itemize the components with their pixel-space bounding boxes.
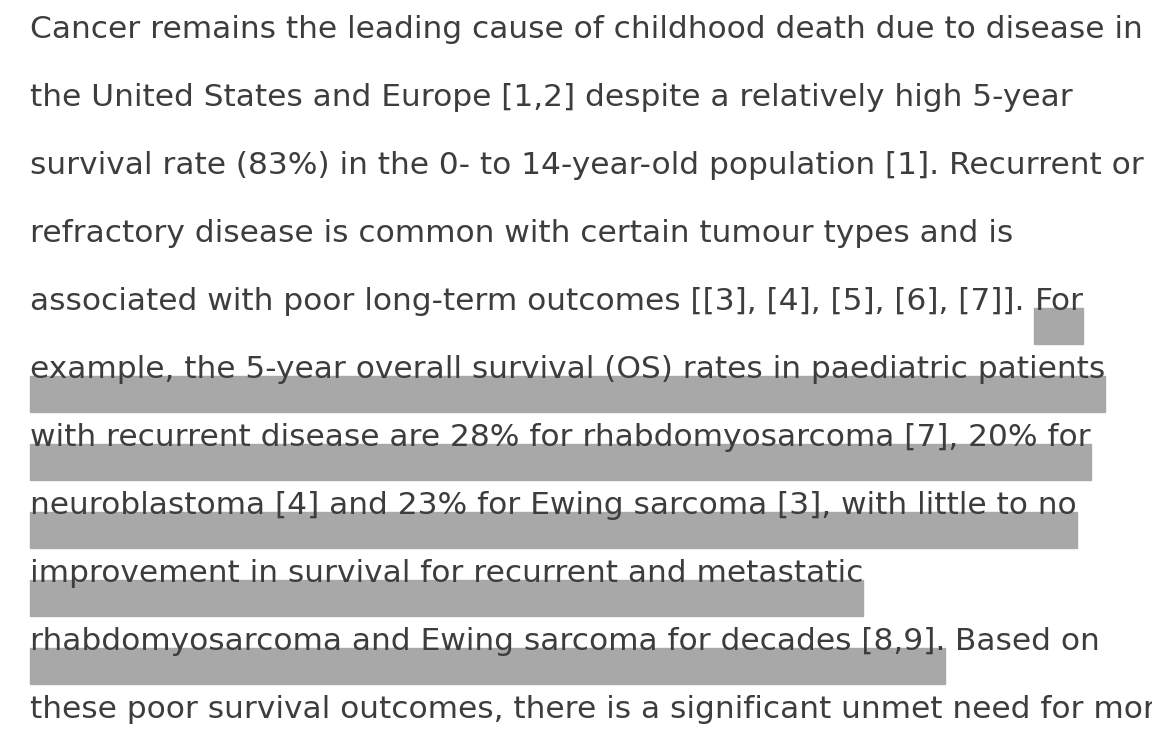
Bar <box>30 443 1091 480</box>
Bar <box>30 512 1077 548</box>
Bar <box>30 580 863 617</box>
Text: with recurrent disease are 28% for rhabdomyosarcoma [7], 20% for: with recurrent disease are 28% for rhabd… <box>30 423 1091 452</box>
Text: associated with poor long-term outcomes [[3], [4], [5], [6], [7]].: associated with poor long-term outcomes … <box>30 287 1034 316</box>
Text: these poor survival outcomes, there is a significant unmet need for more: these poor survival outcomes, there is a… <box>30 695 1152 724</box>
Bar <box>30 376 1105 413</box>
Text: For: For <box>1034 287 1083 316</box>
Text: improvement in survival for recurrent and metastatic: improvement in survival for recurrent an… <box>30 559 863 588</box>
Text: survival rate (83%) in the 0- to 14-year-old population [1]. Recurrent or: survival rate (83%) in the 0- to 14-year… <box>30 151 1144 180</box>
Text: Based on: Based on <box>946 627 1100 656</box>
Text: example, the 5-year overall survival (OS) rates in paediatric patients: example, the 5-year overall survival (OS… <box>30 355 1105 384</box>
Text: Cancer remains the leading cause of childhood death due to disease in: Cancer remains the leading cause of chil… <box>30 15 1143 44</box>
Bar <box>30 647 946 684</box>
Bar <box>1034 308 1083 344</box>
Text: rhabdomyosarcoma and Ewing sarcoma for decades [8,9].: rhabdomyosarcoma and Ewing sarcoma for d… <box>30 627 946 656</box>
Text: neuroblastoma [4] and 23% for Ewing sarcoma [3], with little to no: neuroblastoma [4] and 23% for Ewing sarc… <box>30 491 1077 520</box>
Text: the United States and Europe [1,2] despite a relatively high 5-year: the United States and Europe [1,2] despi… <box>30 83 1073 112</box>
Text: refractory disease is common with certain tumour types and is: refractory disease is common with certai… <box>30 219 1014 248</box>
